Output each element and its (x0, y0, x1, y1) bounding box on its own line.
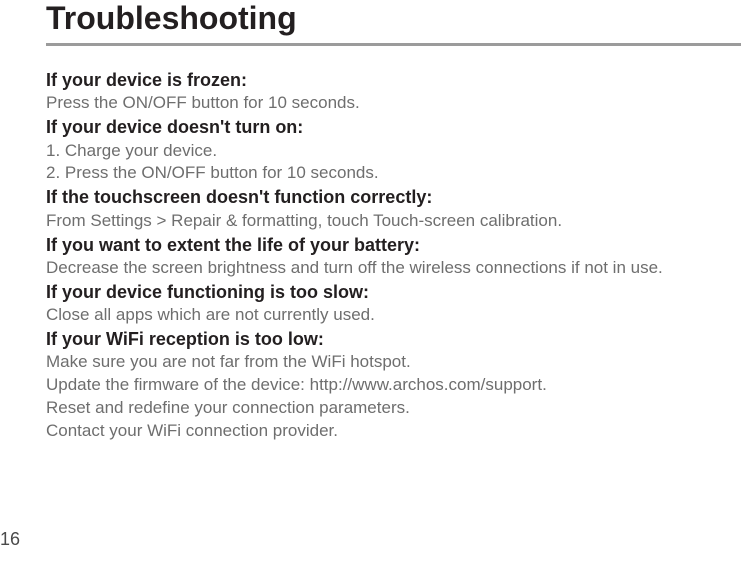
section-heading: If your device functioning is too slow: (46, 280, 741, 304)
body-line: 2. Press the ON/OFF button for 10 second… (46, 162, 741, 185)
content-block: If your device is frozen: Press the ON/O… (46, 68, 741, 443)
body-line: From Settings > Repair & formatting, tou… (46, 210, 741, 233)
body-line: 1. Charge your device. (46, 140, 741, 163)
section-heading: If your device doesn't turn on: (46, 115, 741, 139)
body-line: Press the ON/OFF button for 10 seconds. (46, 92, 741, 115)
body-line: Reset and redefine your connection param… (46, 397, 741, 420)
body-line: Close all apps which are not currently u… (46, 304, 741, 327)
body-line: Make sure you are not far from the WiFi … (46, 351, 741, 374)
body-line: Contact your WiFi connection provider. (46, 420, 741, 443)
body-line: Update the firmware of the device: http:… (46, 374, 741, 397)
title-divider (46, 43, 741, 46)
section-heading: If the touchscreen doesn't function corr… (46, 185, 741, 209)
section-heading: If your WiFi reception is too low: (46, 327, 741, 351)
section-heading: If your device is frozen: (46, 68, 741, 92)
body-line: Decrease the screen brightness and turn … (46, 257, 741, 280)
section-heading: If you want to extent the life of your b… (46, 233, 741, 257)
page-number: 16 (0, 529, 20, 550)
page-title: Troubleshooting (46, 0, 741, 37)
